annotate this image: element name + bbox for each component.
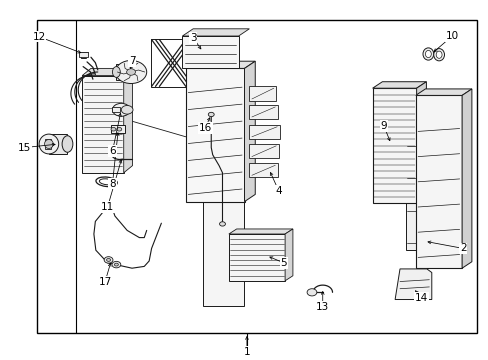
- Ellipse shape: [62, 136, 73, 152]
- Text: 8: 8: [109, 179, 116, 189]
- Ellipse shape: [112, 67, 120, 77]
- Text: 13: 13: [315, 302, 329, 312]
- Text: 16: 16: [198, 123, 212, 133]
- Text: 6: 6: [109, 146, 116, 156]
- Circle shape: [117, 127, 122, 131]
- Text: 17: 17: [98, 276, 112, 287]
- Bar: [37, 20, 476, 333]
- Bar: [79, 52, 88, 57]
- Text: 9: 9: [380, 121, 386, 131]
- Bar: [45, 139, 51, 149]
- Ellipse shape: [39, 134, 59, 154]
- Text: 14: 14: [414, 293, 427, 303]
- Polygon shape: [82, 68, 132, 76]
- Text: 7: 7: [128, 56, 135, 66]
- Circle shape: [114, 263, 118, 266]
- Polygon shape: [185, 61, 255, 68]
- Bar: [116, 64, 128, 80]
- Circle shape: [126, 69, 135, 75]
- Text: 1: 1: [243, 347, 250, 357]
- Circle shape: [112, 261, 121, 268]
- Text: 10: 10: [445, 31, 458, 41]
- Polygon shape: [244, 61, 255, 202]
- Bar: [249, 144, 278, 158]
- Bar: [112, 107, 120, 112]
- Bar: [228, 234, 285, 281]
- Text: 12: 12: [32, 32, 46, 42]
- Bar: [249, 86, 276, 101]
- Bar: [49, 134, 67, 154]
- Ellipse shape: [422, 48, 433, 60]
- Circle shape: [208, 112, 214, 117]
- Polygon shape: [285, 229, 292, 281]
- Bar: [150, 39, 190, 87]
- Polygon shape: [461, 89, 471, 268]
- Circle shape: [111, 127, 116, 131]
- Bar: [405, 121, 416, 250]
- Circle shape: [306, 289, 316, 296]
- Ellipse shape: [425, 50, 430, 58]
- Circle shape: [115, 60, 146, 84]
- Bar: [82, 76, 123, 173]
- Text: 4: 4: [275, 186, 282, 196]
- Ellipse shape: [433, 49, 444, 61]
- Polygon shape: [123, 68, 132, 173]
- Polygon shape: [228, 229, 292, 234]
- Bar: [111, 125, 125, 133]
- Polygon shape: [182, 29, 249, 36]
- Circle shape: [104, 257, 113, 263]
- Text: 15: 15: [18, 143, 31, 153]
- Bar: [415, 95, 461, 268]
- Ellipse shape: [435, 51, 441, 58]
- Bar: [185, 68, 244, 202]
- Polygon shape: [372, 82, 426, 88]
- Text: 11: 11: [101, 202, 114, 212]
- Circle shape: [121, 105, 133, 114]
- Bar: [249, 163, 277, 177]
- Bar: [203, 202, 244, 306]
- Circle shape: [219, 222, 225, 226]
- Bar: [249, 105, 277, 119]
- Ellipse shape: [99, 179, 114, 185]
- Polygon shape: [415, 89, 471, 95]
- Text: 2: 2: [459, 243, 466, 253]
- Bar: [372, 88, 416, 203]
- Ellipse shape: [44, 140, 53, 149]
- Bar: [249, 125, 279, 139]
- Text: 3: 3: [189, 33, 196, 43]
- Bar: [182, 36, 238, 68]
- Polygon shape: [416, 82, 426, 203]
- Text: 5: 5: [280, 258, 286, 268]
- Circle shape: [106, 258, 110, 261]
- Polygon shape: [394, 269, 431, 300]
- Circle shape: [112, 103, 130, 116]
